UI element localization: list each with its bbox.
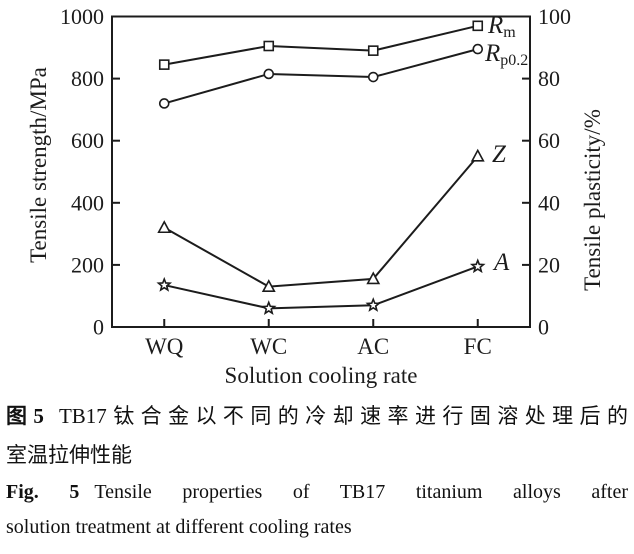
series-label-rm-sub: m <box>503 24 516 41</box>
y-right-tick-label: 80 <box>538 66 560 91</box>
series-line <box>164 24 478 66</box>
x-tick-label: WC <box>250 334 287 359</box>
y-left-tick-label: 600 <box>71 128 104 153</box>
series-label-a: A <box>494 250 509 275</box>
caption-zh-label: 图5 <box>6 404 44 428</box>
y-left-tick-label: 200 <box>71 252 104 277</box>
series-label-a-main: A <box>494 249 510 276</box>
y-left-tick-label: 400 <box>71 190 104 215</box>
square-marker <box>263 40 275 52</box>
x-tick-label: WQ <box>145 334 184 359</box>
series-line <box>163 48 479 105</box>
triangle-marker <box>366 271 381 285</box>
circle-marker <box>263 68 275 80</box>
triangle-marker <box>470 148 485 162</box>
figure-caption: 图5 TB17钛合金以不同的冷却速率进行固溶处理后的 室温拉伸性能 Fig. 5 T… <box>0 392 634 545</box>
x-tick-label: FC <box>464 334 492 359</box>
triangle-marker <box>157 220 172 234</box>
y-left-tick-label: 0 <box>93 315 104 340</box>
series-label-rp02: Rp0.2 <box>485 41 528 69</box>
y-right-tick-label: 20 <box>538 252 560 277</box>
circle-marker <box>158 98 170 109</box>
caption-en-label: Fig. 5 <box>6 481 80 503</box>
y-left-axis-title: Tensile strength/MPa <box>26 67 51 263</box>
triangle-marker <box>261 279 276 293</box>
series-label-rm-main: R <box>488 12 504 39</box>
caption-zh-line2: 室温拉伸性能 <box>6 443 132 467</box>
square-marker <box>472 20 484 32</box>
plot-frame <box>111 15 531 328</box>
caption-en-text1: Tensile properties of TB17 titanium allo… <box>94 481 628 503</box>
y-right-tick-label: 60 <box>538 128 560 153</box>
y-right-tick-label: 0 <box>538 315 549 340</box>
circle-marker <box>472 43 484 55</box>
y-axis-left: 0 200 400 600 800 1000 Tensile strength/MPa <box>26 4 120 340</box>
y-left-tick-label: 1000 <box>60 4 104 29</box>
series-line <box>164 265 479 310</box>
series-label-rp02-main: R <box>485 40 501 67</box>
y-right-tick-label: 100 <box>538 4 571 29</box>
circle-marker <box>367 71 379 83</box>
y-left-tick-label: 800 <box>71 66 104 91</box>
series-label-rp02-sub: p0.2 <box>500 52 529 69</box>
series-rp0.2 <box>158 43 484 109</box>
star-marker <box>260 300 277 315</box>
y-right-axis-title: Tensile plasticity/% <box>580 109 605 291</box>
x-axis-title: Solution cooling rate <box>225 363 418 388</box>
star-marker <box>469 258 486 274</box>
square-marker <box>367 45 379 56</box>
x-tick-label: AC <box>357 334 389 359</box>
caption-en-line2: solution treatment at different cooling … <box>6 516 352 538</box>
series-label-z-main: Z <box>492 141 506 168</box>
caption-zh-line1: 图5 TB17钛合金以不同的冷却速率进行固溶处理后的 <box>6 397 628 436</box>
y-axis-right: 0 20 40 60 80 100 Tensile plasticity/% <box>522 4 605 340</box>
star-marker <box>365 297 382 312</box>
series-rm <box>158 20 484 70</box>
series-a <box>156 258 486 315</box>
series-line <box>163 155 479 288</box>
series-z <box>157 148 485 293</box>
caption-en-line1: Fig. 5 Tensile properties of TB17 titaniu… <box>6 475 628 510</box>
tensile-properties-line-chart: 0 200 400 600 800 1000 Tensile strength/MPa 0 20… <box>26 4 605 388</box>
square-marker <box>158 59 170 70</box>
x-axis: WQ WC AC FC Solution cooling rate <box>145 319 492 388</box>
series-label-rm: Rm <box>488 13 516 41</box>
series-label-z: Z <box>492 142 506 167</box>
caption-zh-text1: TB17钛合金以不同的冷却速率进行固溶处理后的 <box>58 404 628 428</box>
y-right-tick-label: 40 <box>538 190 560 215</box>
star-marker <box>156 276 173 292</box>
